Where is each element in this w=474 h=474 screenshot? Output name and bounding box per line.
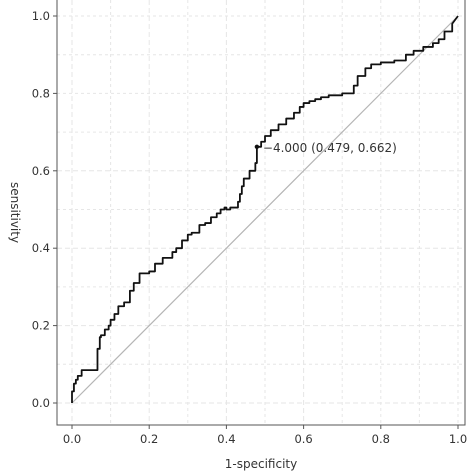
roc-curve	[71, 15, 459, 403]
y-tick-label: 0.6	[32, 164, 50, 178]
y-tick-label: 0.4	[32, 241, 50, 255]
annotation-label: −4.000 (0.479, 0.662)	[263, 141, 397, 155]
y-tick-label: 0.8	[32, 86, 50, 100]
x-tick-label: 1.0	[449, 432, 467, 446]
x-axis-title: 1-specificity	[225, 457, 297, 471]
annotation-point	[254, 144, 260, 150]
x-tick-label: 0.2	[140, 432, 158, 446]
x-tick-label: 0.4	[217, 432, 235, 446]
y-axis-title: sensitivity	[8, 182, 22, 243]
grid-lines	[57, 0, 465, 425]
axis-ticks: 0.0 0.2 0.4 0.6 0.8 1.0 0.0 0.2 0.4 0.6 0.8 1.0	[32, 9, 467, 446]
reference-diagonal	[71, 15, 459, 404]
x-tick-label: 0.8	[372, 432, 390, 446]
y-tick-label: 0.0	[32, 396, 50, 410]
x-tick-label: 0.0	[63, 432, 81, 446]
y-tick-label: 1.0	[32, 9, 50, 23]
x-tick-label: 0.6	[294, 432, 312, 446]
plot-frame	[56, 0, 466, 426]
y-tick-label: 0.2	[32, 319, 50, 333]
